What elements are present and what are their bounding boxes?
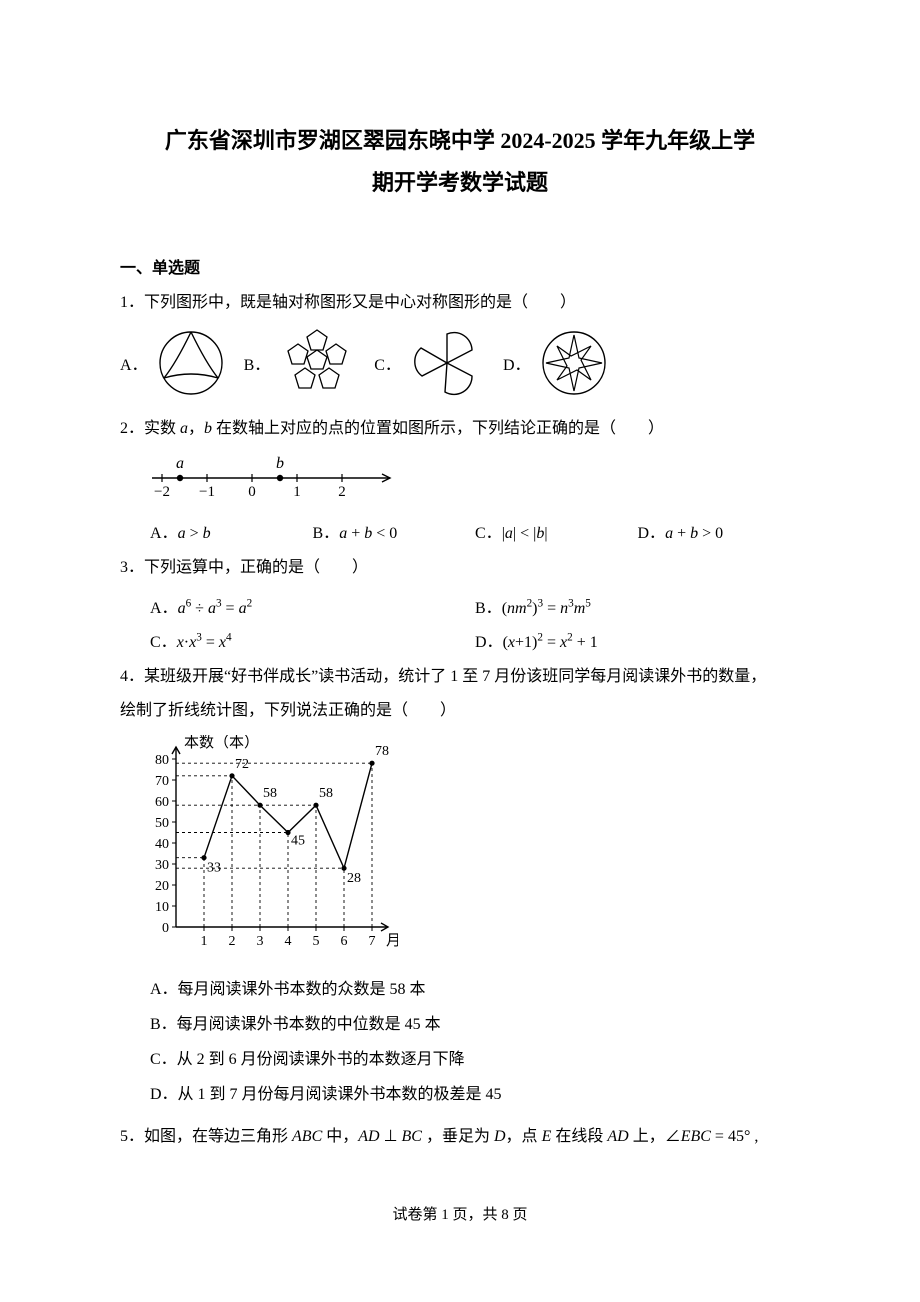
q4-opt-C: C．从 2 到 6 月份阅读课外书的本数逐月下降 xyxy=(150,1042,800,1077)
svg-text:4: 4 xyxy=(285,934,292,949)
q1-text: 1．下列图形中，既是轴对称图形又是中心对称图形的是（ ） xyxy=(120,288,800,318)
q5-text: 5．如图，在等边三角形 ABC 中，AD ⊥ BC ，垂足为 D，点 E 在线段… xyxy=(120,1122,800,1152)
svg-text:5: 5 xyxy=(313,934,320,949)
q2-opt-D: D．a + b > 0 xyxy=(638,519,801,543)
q4-options: A．每月阅读课外书本数的众数是 58 本 B．每月阅读课外书本数的中位数是 45… xyxy=(150,972,800,1113)
q3-opt-D: D．(x+1)2 = x2 + 1 xyxy=(475,628,800,652)
svg-text:0: 0 xyxy=(248,484,256,500)
q3-A-pre: A． xyxy=(150,600,178,617)
q4-opt-B: B．每月阅读课外书本数的中位数是 45 本 xyxy=(150,1007,800,1042)
numberline-icon: −2 −1 0 1 2 a b xyxy=(132,452,402,502)
svg-text:a: a xyxy=(176,455,184,472)
svg-text:0: 0 xyxy=(162,921,169,936)
svg-text:本数（本）: 本数（本） xyxy=(184,735,259,751)
q1-opt-C: C． xyxy=(374,328,485,398)
q4-chart: 本数（本）010203040506070801234567月份337258455… xyxy=(138,735,800,960)
q2-D-pre: D． xyxy=(638,525,666,542)
q2-C-pre: C． xyxy=(475,525,502,542)
q4-text-1: 4．某班级开展“好书伴成长”读书活动，统计了 1 至 7 月份该班同学每月阅读课… xyxy=(120,662,800,692)
q2-B-pre: B． xyxy=(313,525,340,542)
line-chart-icon: 本数（本）010203040506070801234567月份337258455… xyxy=(138,735,398,955)
svg-text:80: 80 xyxy=(155,753,169,768)
exam-page: 广东省深圳市罗湖区翠园东晓中学 2024-2025 学年九年级上学 期开学考数学… xyxy=(0,0,920,1264)
q1-opt-A-label: A． xyxy=(120,351,148,375)
q3-opt-A: A．a6 ÷ a3 = a2 xyxy=(150,594,475,618)
q3-opt-B: B．(nm2)3 = n3m5 xyxy=(475,594,800,618)
q3-text: 3．下列运算中，正确的是（ ） xyxy=(120,553,800,583)
svg-text:−1: −1 xyxy=(199,484,215,500)
q3-D-expr: (x+1)2 = x2 + 1 xyxy=(503,634,598,651)
q2-text: 2．实数 a，b 在数轴上对应的点的位置如图所示，下列结论正确的是（ ） xyxy=(120,414,800,444)
svg-text:45: 45 xyxy=(291,833,305,848)
q3-options: A．a6 ÷ a3 = a2 B．(nm2)3 = n3m5 C．x·x3 = … xyxy=(150,594,800,652)
svg-text:60: 60 xyxy=(155,795,169,810)
q1-opt-D-label: D． xyxy=(503,351,531,375)
q1-opt-A: A． xyxy=(120,328,226,398)
title-line-2: 期开学考数学试题 xyxy=(120,162,800,204)
svg-text:78: 78 xyxy=(375,744,389,759)
title-line-1: 广东省深圳市罗湖区翠园东晓中学 2024-2025 学年九年级上学 xyxy=(120,120,800,162)
q2-opt-C: C．|a| < |b| xyxy=(475,519,638,543)
svg-text:−2: −2 xyxy=(154,484,170,500)
q1-figure-B-icon xyxy=(278,328,356,398)
q3-B-expr: (nm2)3 = n3m5 xyxy=(502,600,591,617)
q3-A-expr: a6 ÷ a3 = a2 xyxy=(178,600,253,617)
svg-text:10: 10 xyxy=(155,900,169,915)
q1-opt-B: B． xyxy=(244,328,357,398)
q2-A-pre: A． xyxy=(150,525,178,542)
svg-text:58: 58 xyxy=(319,786,333,801)
q1-opt-B-label: B． xyxy=(244,351,271,375)
q1-figure-C-icon xyxy=(409,328,485,398)
q3-C-pre: C． xyxy=(150,634,177,651)
section-heading-1: 一、单选题 xyxy=(120,254,800,278)
svg-text:b: b xyxy=(276,455,284,472)
q2-opt-B: B．a + b < 0 xyxy=(313,519,476,543)
svg-text:20: 20 xyxy=(155,879,169,894)
q1-opt-C-label: C． xyxy=(374,351,401,375)
svg-text:70: 70 xyxy=(155,774,169,789)
q1-opt-D: D． xyxy=(503,328,609,398)
svg-text:40: 40 xyxy=(155,837,169,852)
q3-opt-C: C．x·x3 = x4 xyxy=(150,628,475,652)
svg-text:28: 28 xyxy=(347,871,361,886)
svg-text:7: 7 xyxy=(369,934,376,949)
q4-text-2: 绘制了折线统计图，下列说法正确的是（ ） xyxy=(120,696,800,726)
page-title: 广东省深圳市罗湖区翠园东晓中学 2024-2025 学年九年级上学 期开学考数学… xyxy=(120,120,800,204)
svg-text:50: 50 xyxy=(155,816,169,831)
q2-numberline: −2 −1 0 1 2 a b xyxy=(132,452,800,507)
svg-text:月份: 月份 xyxy=(386,932,398,949)
q1-figure-D-icon xyxy=(539,328,609,398)
q3-D-pre: D． xyxy=(475,634,503,651)
svg-text:30: 30 xyxy=(155,858,169,873)
svg-text:2: 2 xyxy=(229,934,236,949)
q1-options: A． B． C． xyxy=(120,328,800,398)
svg-text:6: 6 xyxy=(341,934,348,949)
svg-text:33: 33 xyxy=(207,860,221,875)
svg-text:1: 1 xyxy=(201,934,208,949)
svg-text:72: 72 xyxy=(235,756,249,771)
q4-opt-D: D．从 1 到 7 月份每月阅读课外书本数的极差是 45 xyxy=(150,1077,800,1112)
svg-text:3: 3 xyxy=(257,934,264,949)
q1-figure-A-icon xyxy=(156,328,226,398)
q3-C-expr: x·x3 = x4 xyxy=(177,634,232,651)
svg-text:2: 2 xyxy=(338,484,346,500)
q2-options: A．a > b B．a + b < 0 C．|a| < |b| D．a + b … xyxy=(150,519,800,543)
svg-text:1: 1 xyxy=(293,484,301,500)
q2-opt-A: A．a > b xyxy=(150,519,313,543)
q3-B-pre: B． xyxy=(475,600,502,617)
svg-text:58: 58 xyxy=(263,786,277,801)
page-footer: 试卷第 1 页，共 8 页 xyxy=(120,1203,800,1224)
q4-opt-A: A．每月阅读课外书本数的众数是 58 本 xyxy=(150,972,800,1007)
